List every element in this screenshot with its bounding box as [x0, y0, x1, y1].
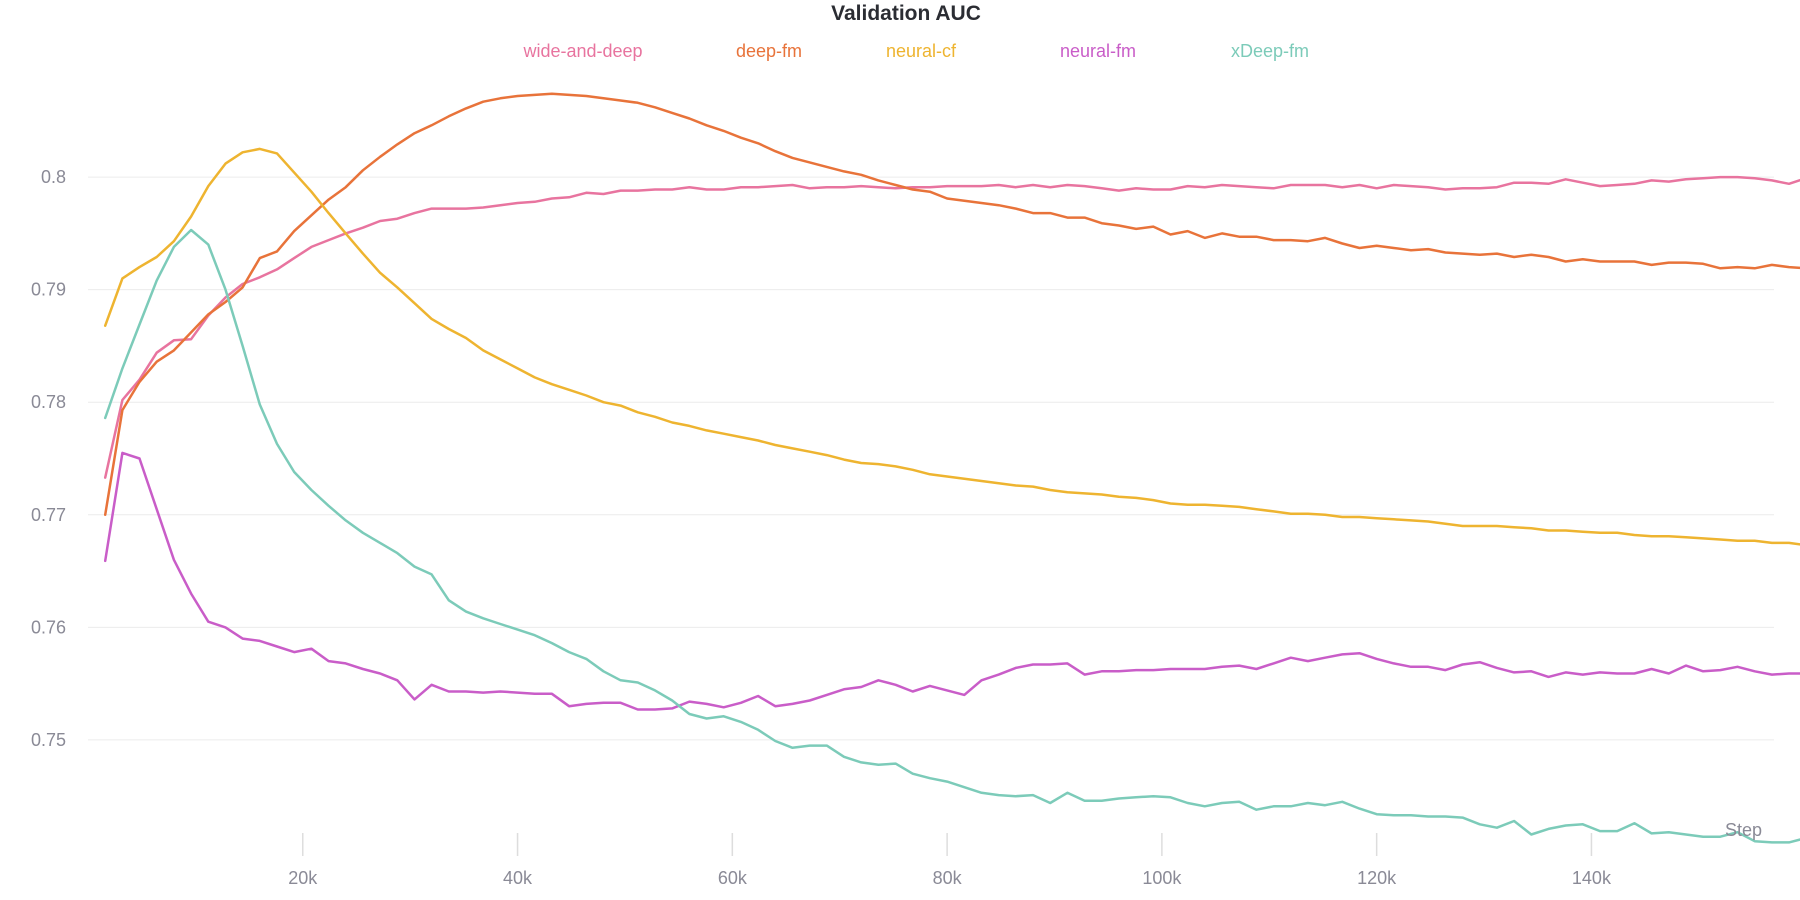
series-neural-cf	[103, 147, 1800, 546]
x-tick-label: 80k	[933, 868, 963, 888]
series-line-xDeep-fm	[103, 228, 1800, 844]
series-line-deep-fm	[103, 92, 1800, 517]
legend-item-deep-fm[interactable]: deep-fm	[736, 41, 802, 61]
legend-label: neural-fm	[1060, 41, 1136, 61]
x-axis: 20k 40k 60k 80k 100k 120k 140k	[288, 833, 1612, 888]
x-tick-label: 20k	[288, 868, 318, 888]
legend-label: wide-and-deep	[522, 41, 642, 61]
series-line-neural-cf	[103, 147, 1800, 546]
x-tick-label: 40k	[503, 868, 533, 888]
x-tick-label: 100k	[1142, 868, 1182, 888]
y-axis: 0.75 0.76 0.77 0.78 0.79 0.8	[31, 167, 66, 750]
legend: wide-and-deep deep-fm neural-cf neural-fm xD…	[522, 41, 1309, 61]
series-neural-fm	[103, 451, 1800, 711]
series-wide-and-deep	[103, 175, 1800, 479]
grid-lines	[88, 176, 1774, 741]
y-tick-label: 0.75	[31, 730, 66, 750]
chart-title: Validation AUC	[831, 2, 981, 25]
series-lines	[103, 92, 1800, 844]
legend-label: deep-fm	[736, 41, 802, 61]
legend-label: neural-cf	[886, 41, 957, 61]
legend-item-neural-fm[interactable]: neural-fm	[1060, 41, 1136, 61]
y-tick-label: 0.78	[31, 392, 66, 412]
legend-item-wide-and-deep[interactable]: wide-and-deep	[522, 41, 642, 61]
y-tick-label: 0.79	[31, 280, 66, 300]
legend-label: xDeep-fm	[1231, 41, 1309, 61]
x-axis-label: Step	[1725, 820, 1762, 840]
series-xDeep-fm	[103, 228, 1800, 844]
y-tick-label: 0.77	[31, 505, 66, 525]
series-deep-fm	[103, 92, 1800, 517]
y-tick-label: 0.76	[31, 617, 66, 637]
x-tick-label: 140k	[1572, 868, 1612, 888]
x-tick-label: 120k	[1357, 868, 1397, 888]
series-line-wide-and-deep	[103, 175, 1800, 479]
y-tick-label: 0.8	[41, 167, 66, 187]
legend-item-neural-cf[interactable]: neural-cf	[886, 41, 957, 61]
x-tick-label: 60k	[718, 868, 748, 888]
legend-item-xDeep-fm[interactable]: xDeep-fm	[1231, 41, 1309, 61]
series-line-neural-fm	[103, 451, 1800, 711]
